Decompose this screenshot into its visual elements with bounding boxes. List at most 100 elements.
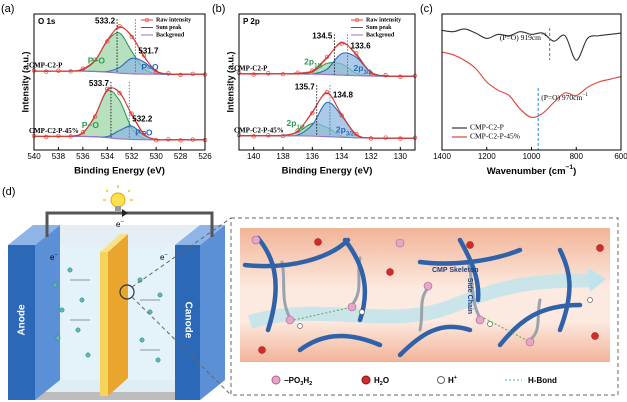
text-part: 3/2 bbox=[346, 131, 355, 137]
ion bbox=[155, 357, 161, 363]
raw-point bbox=[80, 130, 86, 135]
protons bbox=[297, 297, 593, 329]
raw-point bbox=[398, 136, 403, 141]
raw-point bbox=[339, 113, 344, 118]
wire-arrow bbox=[122, 209, 128, 217]
text-part: e bbox=[116, 220, 121, 229]
text-part: 2p bbox=[287, 118, 297, 128]
x-tick-label: 130 bbox=[394, 152, 408, 161]
ion bbox=[55, 335, 61, 341]
raw-point bbox=[68, 134, 73, 139]
legend-label: Sum peak bbox=[156, 25, 182, 31]
text-part: H bbox=[448, 376, 454, 385]
raw-point bbox=[368, 71, 374, 76]
peak-area bbox=[239, 52, 415, 77]
ions bbox=[52, 267, 163, 363]
x-tick-label: 536 bbox=[76, 152, 90, 161]
legend-label: Sum peak bbox=[366, 25, 392, 31]
peak-position: 134.5 bbox=[312, 32, 333, 41]
x-tick-label: 134 bbox=[335, 152, 349, 161]
legend-marker bbox=[144, 17, 150, 23]
peak-label: 2p3/2 bbox=[354, 63, 373, 75]
panel-label: (a) bbox=[1, 3, 14, 15]
bulb bbox=[103, 185, 133, 211]
peak-label: P=O bbox=[135, 128, 153, 138]
proton bbox=[487, 321, 493, 327]
text-part: 1/2 bbox=[314, 63, 323, 69]
text-part: − bbox=[120, 219, 123, 225]
text-part: 2 bbox=[309, 381, 312, 387]
skeleton bbox=[397, 324, 473, 358]
sample-label: CMP-C2-P bbox=[234, 64, 268, 72]
raw-point bbox=[68, 69, 73, 74]
peak-area bbox=[34, 90, 205, 140]
peak-label: 2p3/2 bbox=[336, 125, 355, 137]
proton-path bbox=[247, 273, 591, 329]
raw-point bbox=[266, 133, 271, 138]
chart-title: P 2p bbox=[243, 17, 260, 26]
x-tick-label: 534 bbox=[101, 152, 115, 161]
x-tick-label: 132 bbox=[364, 152, 378, 161]
h2o bbox=[258, 346, 266, 354]
skeleton bbox=[255, 235, 278, 333]
text-part: −1 bbox=[582, 92, 588, 98]
legend-swatch bbox=[361, 375, 371, 385]
sample-label: CMP-C2-P-45% bbox=[234, 126, 284, 134]
legend-label: CMP-C2-P-45% bbox=[470, 132, 520, 141]
po3h2 bbox=[285, 315, 295, 325]
h2o bbox=[314, 238, 322, 246]
cathode-label: Canode bbox=[182, 302, 193, 339]
raw-point bbox=[295, 128, 300, 133]
ion bbox=[79, 297, 85, 303]
peak-label: P−O bbox=[82, 120, 100, 130]
raw-point bbox=[368, 136, 374, 141]
legend-label: Backgroud bbox=[366, 32, 395, 38]
raw-point bbox=[80, 66, 86, 71]
panel-label: (d) bbox=[2, 186, 15, 198]
raw-point bbox=[310, 68, 315, 73]
raw-point bbox=[44, 134, 49, 140]
zoom-line bbox=[131, 217, 232, 288]
raw-point bbox=[141, 53, 147, 58]
series-line bbox=[239, 41, 416, 77]
raw-point bbox=[129, 34, 134, 39]
text-part: 1/2 bbox=[296, 125, 305, 131]
proton-arrow bbox=[588, 268, 606, 292]
raw-point bbox=[92, 114, 98, 119]
raw-point bbox=[398, 74, 403, 79]
raw-point bbox=[166, 71, 171, 76]
legend-label: −PO3H2 bbox=[284, 376, 312, 387]
skeleton bbox=[242, 237, 351, 269]
raw-point bbox=[266, 71, 271, 76]
raw-point bbox=[129, 111, 134, 116]
raw-point bbox=[295, 70, 300, 75]
raw-point bbox=[153, 69, 159, 75]
x-tick-label: 136 bbox=[306, 152, 320, 161]
peak-position: 134.8 bbox=[333, 91, 354, 100]
y-axis-label: Intensity (a.u.) bbox=[225, 51, 235, 112]
zoom-line bbox=[131, 296, 232, 396]
legend-label: H+ bbox=[448, 375, 458, 385]
legend-label: Backgroud bbox=[156, 32, 185, 38]
raw-point bbox=[324, 54, 330, 59]
text-part: 2p bbox=[304, 57, 314, 67]
y-axis-label: Intensity (a.u.) bbox=[20, 51, 30, 112]
raw-point bbox=[178, 138, 183, 143]
text-part: −1 bbox=[541, 32, 547, 38]
text-part: −PO bbox=[284, 376, 300, 385]
ion bbox=[139, 337, 145, 343]
peak-label: P−O bbox=[88, 55, 106, 65]
x-tick-label: 600 bbox=[614, 152, 627, 161]
raw-point bbox=[141, 131, 147, 136]
bulb-rays bbox=[103, 185, 133, 201]
skeletons bbox=[242, 235, 583, 358]
series-line bbox=[441, 51, 622, 119]
x-tick-label: 138 bbox=[276, 152, 290, 161]
legend-swatch bbox=[271, 375, 281, 385]
series-line bbox=[238, 43, 416, 78]
cathode-front bbox=[175, 245, 200, 400]
x-axis-label: Binding Energy (eV) bbox=[282, 166, 373, 177]
raw-point bbox=[383, 73, 388, 78]
raw-point bbox=[190, 71, 195, 76]
